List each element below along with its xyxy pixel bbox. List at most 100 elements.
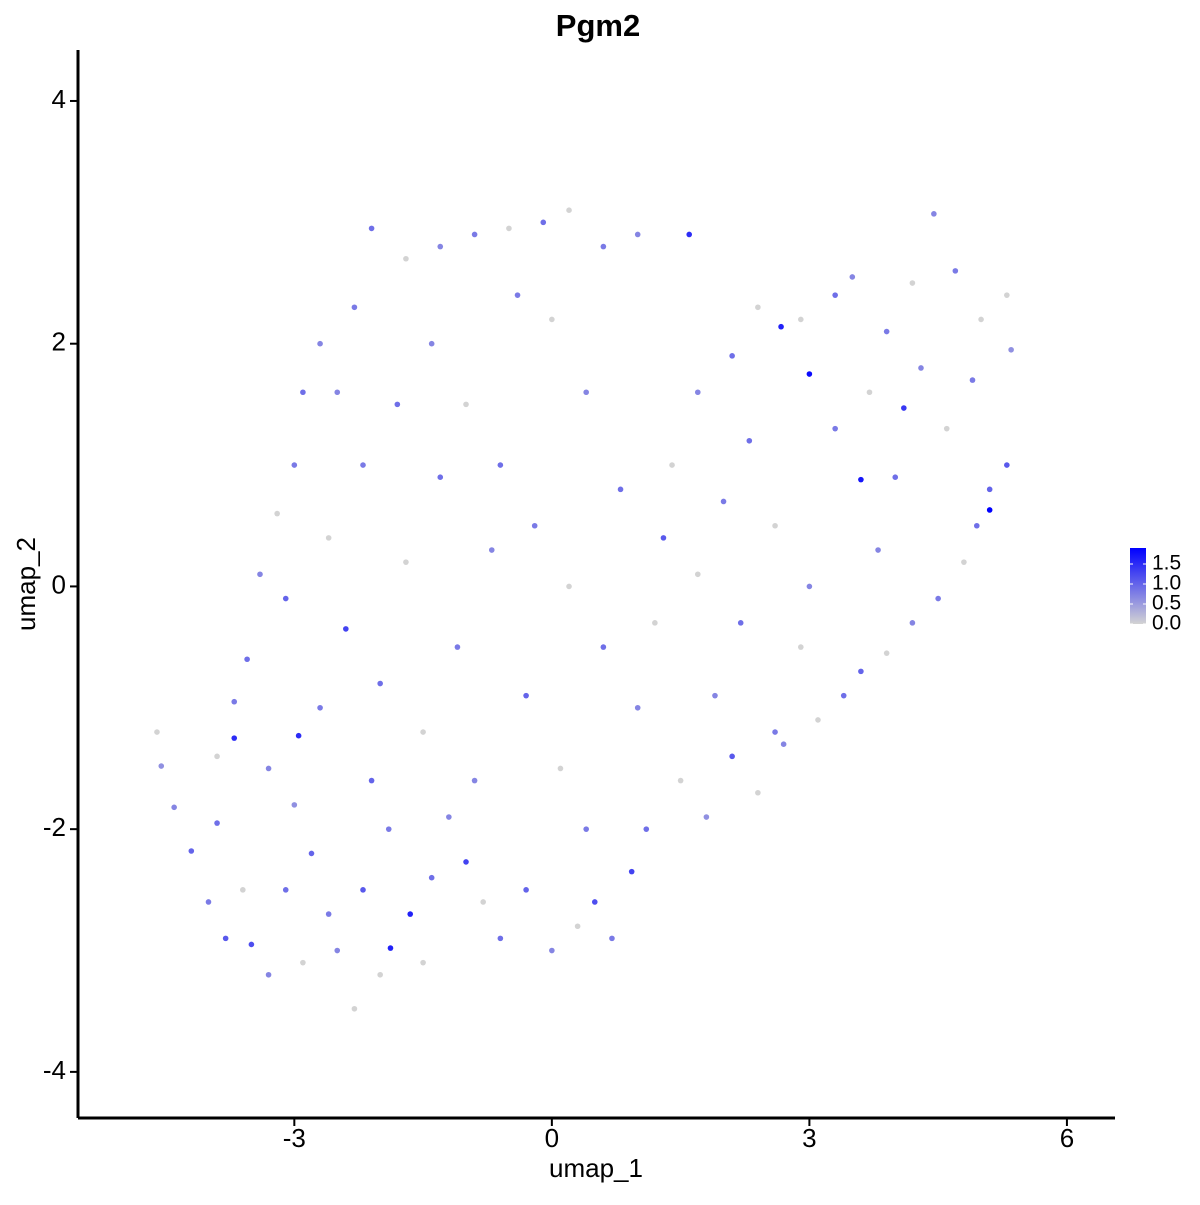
point	[300, 389, 306, 396]
point	[729, 353, 735, 359]
point	[1004, 292, 1010, 298]
point	[394, 401, 401, 408]
point	[240, 887, 246, 893]
point	[798, 644, 804, 650]
colorbar-label: 1.0	[1152, 572, 1181, 595]
point	[628, 868, 635, 875]
point	[815, 717, 821, 723]
point	[772, 729, 778, 735]
point	[437, 243, 444, 250]
point	[300, 959, 306, 966]
point	[420, 729, 426, 735]
point	[557, 765, 564, 772]
point	[832, 425, 838, 432]
point	[643, 826, 650, 832]
point	[514, 292, 521, 298]
colorbar	[1130, 548, 1146, 624]
point	[188, 848, 195, 854]
point	[583, 826, 589, 832]
point	[780, 741, 787, 747]
point	[660, 535, 667, 541]
point	[214, 820, 220, 826]
point	[368, 777, 375, 784]
point	[943, 425, 950, 432]
point	[385, 826, 392, 832]
point	[1004, 462, 1010, 468]
point	[969, 377, 976, 383]
point	[694, 389, 701, 396]
point	[420, 959, 426, 966]
point	[282, 595, 289, 602]
point	[531, 522, 538, 529]
point	[952, 268, 959, 274]
point	[368, 225, 375, 232]
point	[351, 1005, 358, 1012]
point	[377, 971, 383, 978]
point	[883, 650, 890, 656]
point	[248, 941, 255, 948]
point	[231, 735, 238, 741]
point	[755, 304, 761, 311]
colorbar-label: 0.5	[1152, 592, 1181, 615]
point	[158, 763, 165, 769]
point	[583, 389, 589, 396]
point	[244, 656, 250, 663]
point	[317, 704, 323, 711]
x-tick-label: 3	[802, 1123, 816, 1153]
point	[840, 692, 847, 699]
point	[506, 225, 512, 232]
point	[883, 328, 890, 335]
point	[428, 874, 435, 881]
point	[403, 559, 409, 565]
point	[257, 571, 263, 578]
point	[497, 935, 504, 942]
point	[737, 620, 744, 626]
colorbar-label: 0.0	[1152, 612, 1181, 635]
point	[694, 571, 701, 578]
point	[377, 680, 383, 687]
point	[755, 789, 761, 796]
point	[360, 887, 366, 893]
point	[471, 777, 478, 784]
point	[403, 255, 409, 262]
point	[634, 704, 641, 711]
point	[806, 583, 813, 590]
point	[798, 316, 804, 323]
point	[566, 583, 572, 590]
point	[437, 474, 444, 481]
point	[407, 911, 414, 917]
point	[892, 474, 899, 481]
point	[523, 887, 529, 893]
point	[931, 211, 937, 217]
point	[858, 668, 864, 675]
point	[746, 437, 753, 444]
point	[832, 292, 838, 298]
point	[214, 753, 220, 760]
point	[591, 899, 598, 905]
point	[282, 887, 289, 893]
point	[154, 729, 160, 735]
point	[274, 510, 280, 517]
x-tick-label: 6	[1060, 1123, 1074, 1153]
point	[171, 804, 177, 811]
x-tick-label: -3	[283, 1123, 306, 1153]
point	[295, 732, 302, 739]
point	[387, 945, 394, 951]
point	[918, 365, 924, 371]
point	[634, 231, 641, 238]
point	[978, 316, 984, 323]
point	[901, 405, 907, 411]
point	[600, 243, 607, 250]
point	[574, 923, 581, 930]
point	[428, 340, 435, 347]
point	[677, 777, 684, 784]
point	[712, 692, 718, 699]
y-tick-label: 4	[52, 84, 66, 114]
point	[446, 814, 452, 820]
y-tick-label: 0	[52, 569, 66, 599]
point	[360, 462, 366, 468]
point	[617, 486, 624, 493]
point	[351, 304, 358, 311]
point	[566, 207, 572, 213]
point	[291, 462, 298, 468]
